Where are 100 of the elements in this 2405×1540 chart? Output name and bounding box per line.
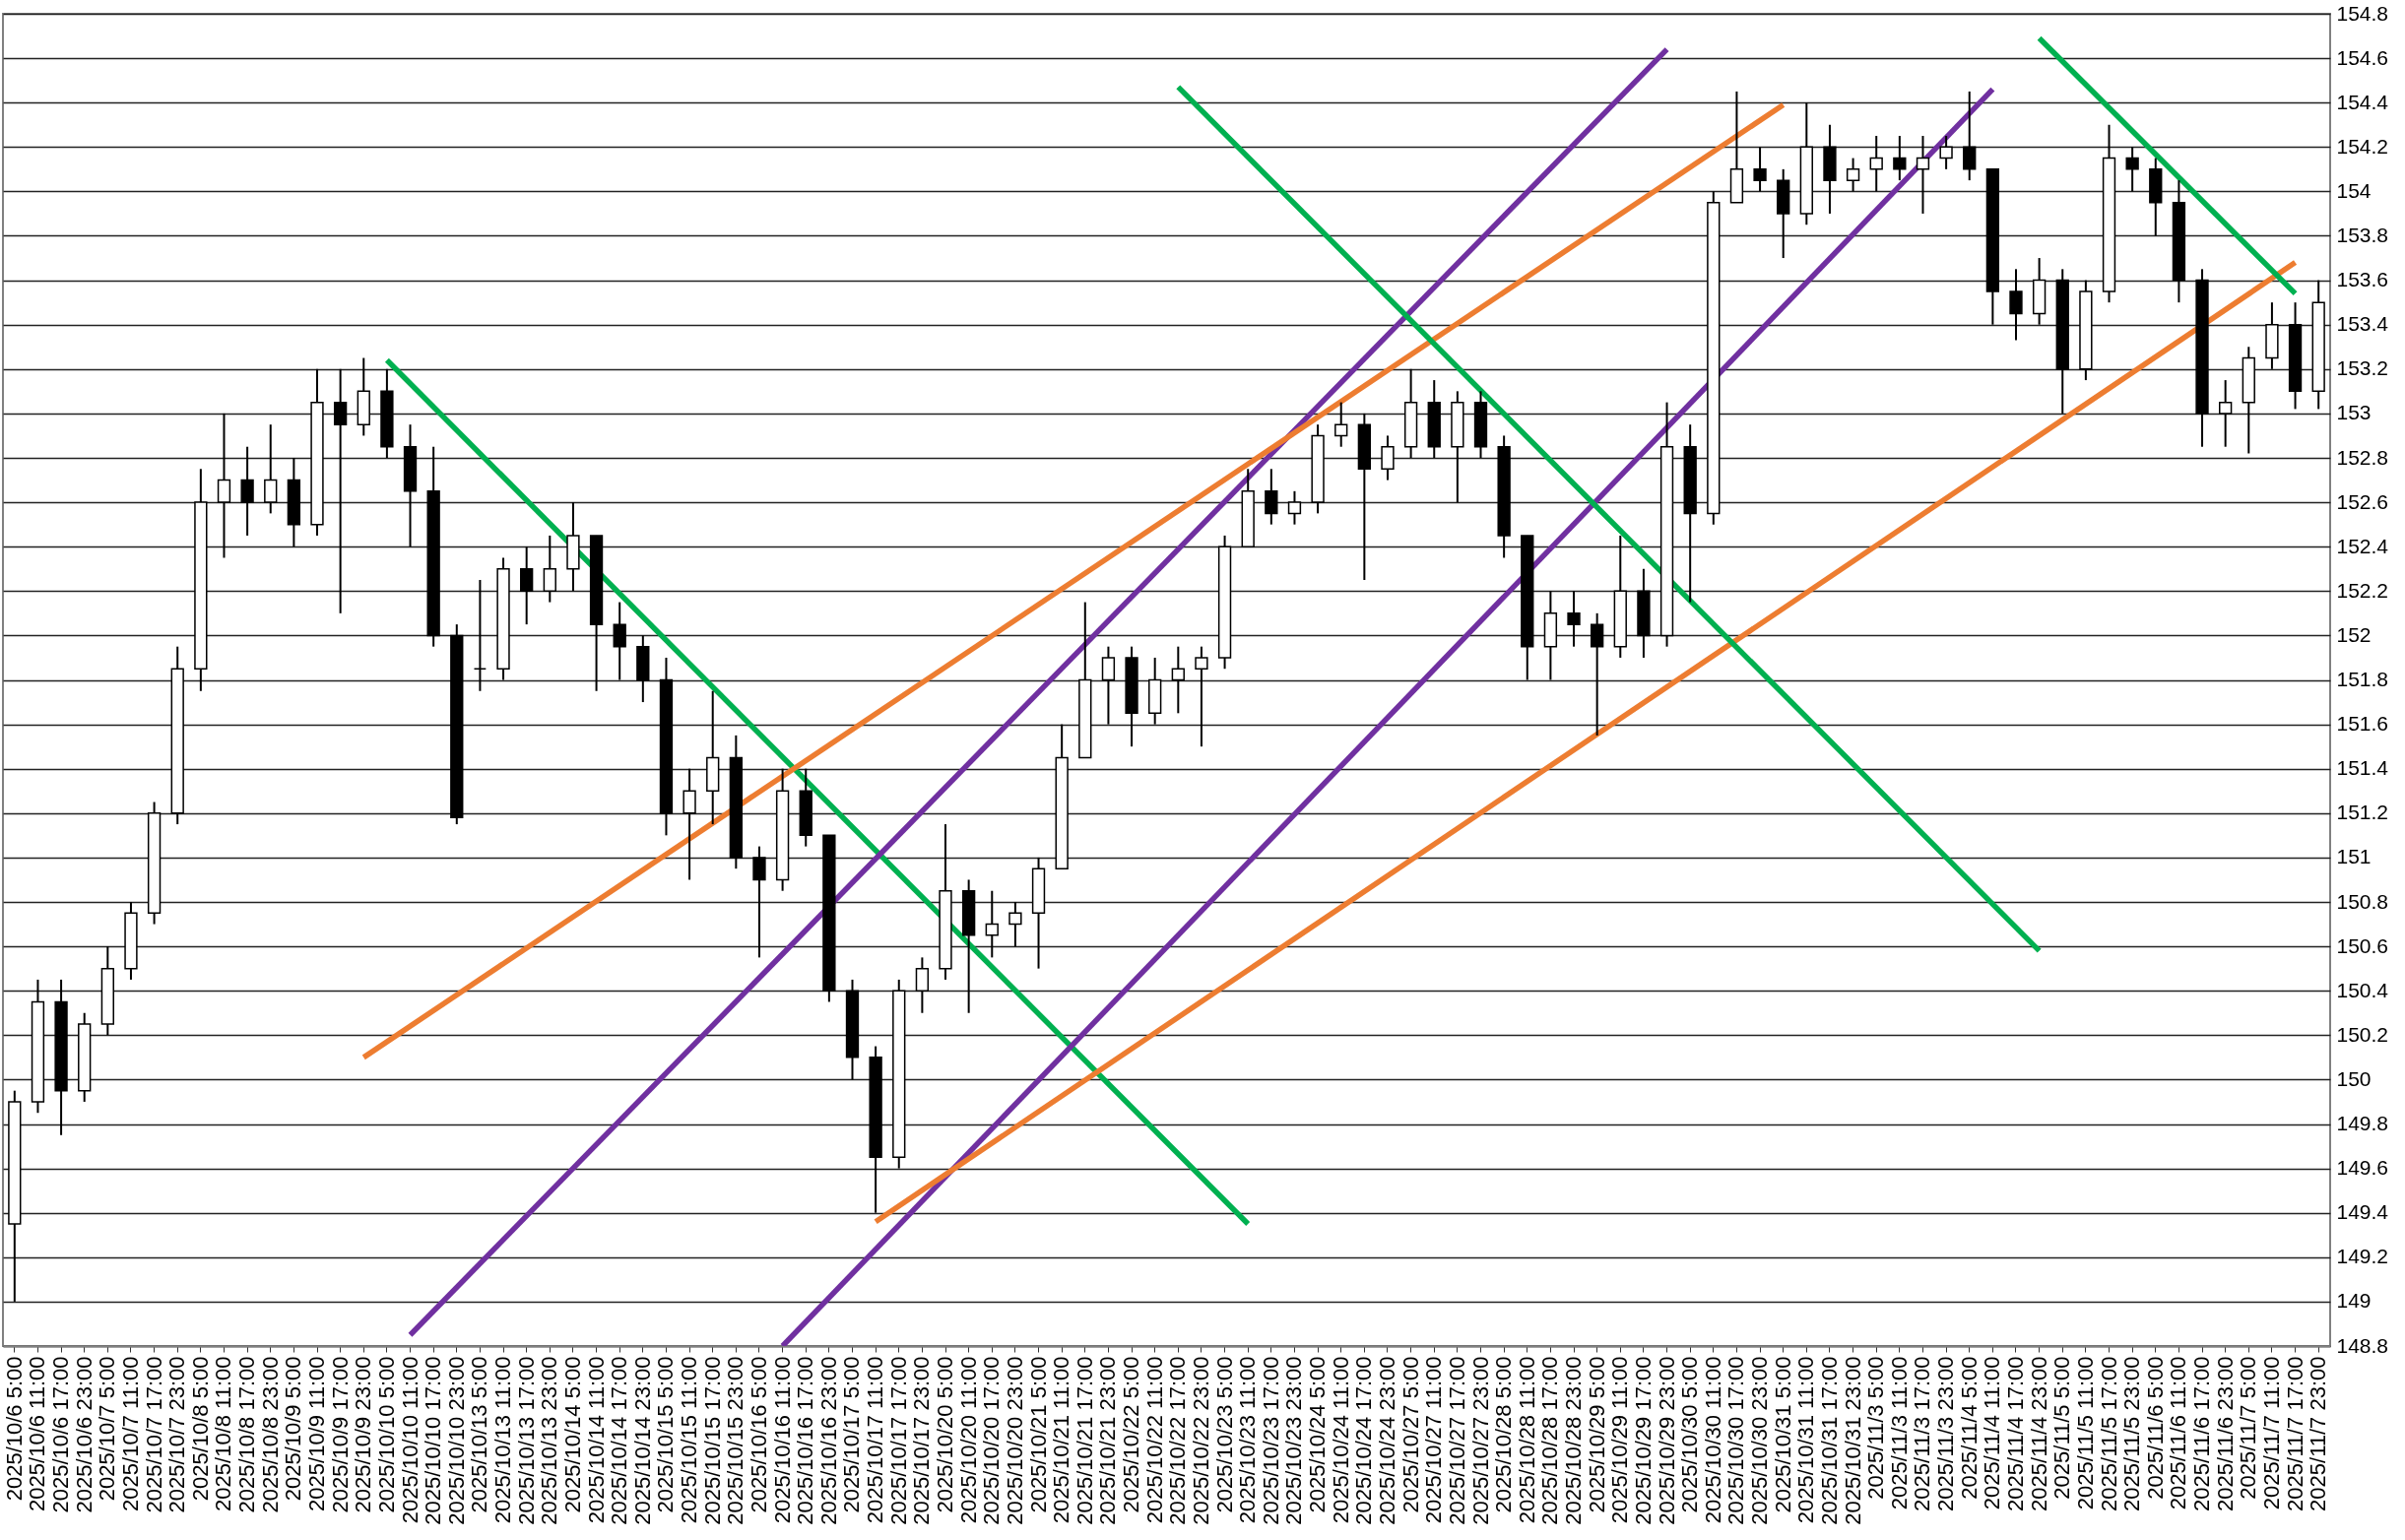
y-tick-label: 150.8 [2336, 889, 2389, 913]
x-tick-label: 2025/10/15 11:00 [677, 1356, 702, 1524]
x-tick-label: 2025/11/5 11:00 [2072, 1356, 2098, 1510]
x-tick-label: 2025/11/6 17:00 [2189, 1356, 2215, 1511]
x-tick-label: 2025/10/16 11:00 [769, 1356, 795, 1524]
x-tick-label: 2025/10/17 11:00 [863, 1356, 888, 1524]
x-tick-label: 2025/10/20 5:00 [933, 1356, 958, 1513]
x-tick-label: 2025/10/21 11:00 [1049, 1356, 1074, 1524]
x-tick-label: 2025/10/14 5:00 [559, 1356, 585, 1513]
candlestick [473, 579, 488, 692]
candlestick [915, 956, 930, 1014]
candlestick [985, 889, 999, 959]
candlestick [1939, 135, 1953, 170]
x-tick-label: 2025/10/21 17:00 [1072, 1356, 1097, 1525]
candlestick [1753, 146, 1767, 193]
x-tick-label: 2025/10/17 5:00 [839, 1356, 865, 1513]
y-tick-label: 153.2 [2336, 356, 2389, 380]
candlestick [752, 845, 766, 959]
x-tick-label: 2025/10/20 17:00 [979, 1356, 1005, 1525]
x-tick-label: 2025/11/3 11:00 [1886, 1356, 1912, 1510]
y-tick-label: 149.4 [2336, 1200, 2389, 1224]
y-tick-label: 153.6 [2336, 268, 2389, 291]
x-tick-label: 2025/10/30 5:00 [1677, 1356, 1703, 1513]
x-tick-label: 2025/10/6 23:00 [71, 1356, 97, 1513]
y-tick-label: 150.2 [2336, 1022, 2389, 1046]
y-tick-label: 154.4 [2336, 90, 2389, 113]
x-tick-label: 2025/10/6 5:00 [1, 1356, 27, 1502]
y-tick-label: 149.8 [2336, 1112, 2389, 1134]
x-tick-label: 2025/10/28 23:00 [1561, 1356, 1587, 1525]
candlestick [1869, 135, 1883, 193]
x-tick-label: 2025/10/20 11:00 [955, 1356, 981, 1524]
x-tick-label: 2025/11/5 23:00 [2119, 1356, 2145, 1511]
x-tick-label: 2025/10/15 5:00 [653, 1356, 679, 1513]
x-tick-label: 2025/10/23 17:00 [1258, 1356, 1283, 1525]
x-tick-label: 2025/11/7 23:00 [2306, 1356, 2331, 1511]
y-tick-label: 154.6 [2336, 45, 2389, 69]
y-tick-label: 151.6 [2336, 712, 2389, 736]
candlestick [1195, 645, 1208, 748]
x-tick-label: 2025/10/23 11:00 [1235, 1356, 1261, 1524]
x-tick-label: 2025/10/24 23:00 [1374, 1356, 1399, 1525]
x-tick-label: 2025/10/27 5:00 [1398, 1356, 1423, 1513]
x-tick-label: 2025/10/28 5:00 [1491, 1356, 1517, 1513]
y-tick-label: 152.8 [2336, 445, 2389, 469]
y-tick-label: 149.6 [2336, 1156, 2389, 1180]
x-tick-label: 2025/11/5 17:00 [2096, 1356, 2121, 1511]
y-tick-label: 152.6 [2336, 489, 2389, 513]
x-tick-label: 2025/10/17 23:00 [909, 1356, 935, 1525]
y-tick-label: 152 [2336, 622, 2372, 646]
x-tick-label: 2025/10/22 17:00 [1165, 1356, 1191, 1525]
x-tick-label: 2025/10/9 17:00 [327, 1356, 353, 1513]
x-tick-label: 2025/10/13 5:00 [467, 1356, 492, 1513]
candlestick [1381, 434, 1395, 481]
candlestick [1287, 489, 1302, 526]
candlestick [264, 423, 278, 515]
y-tick-label: 152.2 [2336, 578, 2389, 602]
candlestick [613, 601, 626, 681]
y-tick-label: 150 [2336, 1066, 2372, 1090]
x-tick-label: 2025/10/10 11:00 [397, 1356, 422, 1524]
y-tick-label: 151.4 [2336, 756, 2389, 780]
candlestick [2009, 268, 2023, 342]
y-tick-label: 153.4 [2336, 312, 2389, 336]
x-tick-label: 2025/10/29 5:00 [1584, 1356, 1609, 1513]
x-tick-label: 2025/10/8 5:00 [187, 1356, 213, 1502]
x-tick-label: 2025/11/7 17:00 [2282, 1356, 2308, 1511]
x-tick-label: 2025/10/9 23:00 [351, 1356, 376, 1513]
y-tick-label: 153.8 [2336, 224, 2389, 246]
x-tick-label: 2025/10/29 17:00 [1630, 1356, 1656, 1525]
x-tick-label: 2025/10/9 11:00 [304, 1356, 330, 1511]
x-tick-label: 2025/11/5 5:00 [2049, 1356, 2075, 1500]
x-tick-label: 2025/11/6 5:00 [2142, 1356, 2168, 1500]
x-tick-label: 2025/10/27 23:00 [1467, 1356, 1493, 1525]
x-tick-label: 2025/10/24 5:00 [1305, 1356, 1331, 1513]
y-tick-label: 151.8 [2336, 668, 2389, 690]
x-tick-label: 2025/10/31 23:00 [1840, 1356, 1865, 1525]
y-tick-label: 149.2 [2336, 1245, 2389, 1268]
x-tick-label: 2025/10/16 5:00 [746, 1356, 771, 1513]
x-tick-label: 2025/10/28 17:00 [1537, 1356, 1563, 1525]
candlestick [1101, 645, 1116, 726]
y-tick-label: 150.6 [2336, 933, 2389, 957]
y-tick-label: 151 [2336, 845, 2372, 868]
y-tick-label: 151.2 [2336, 801, 2389, 824]
x-tick-label: 2025/11/3 17:00 [1910, 1356, 1935, 1511]
x-tick-label: 2025/10/24 17:00 [1351, 1356, 1377, 1525]
x-tick-label: 2025/10/24 11:00 [1328, 1356, 1353, 1524]
x-tick-label: 2025/10/8 11:00 [211, 1356, 236, 1511]
x-tick-label: 2025/10/10 17:00 [421, 1356, 446, 1525]
x-tick-label: 2025/10/31 11:00 [1793, 1356, 1819, 1524]
x-tick-label: 2025/10/28 11:00 [1514, 1356, 1539, 1524]
x-tick-label: 2025/10/9 5:00 [281, 1356, 306, 1502]
x-tick-label: 2025/10/13 17:00 [513, 1356, 539, 1525]
candlestick [1008, 901, 1022, 948]
x-tick-label: 2025/10/14 11:00 [583, 1356, 609, 1524]
x-tick-label: 2025/10/7 17:00 [141, 1356, 166, 1513]
x-tick-label: 2025/10/29 11:00 [1607, 1356, 1633, 1524]
x-tick-label: 2025/11/4 5:00 [1956, 1356, 1982, 1500]
x-tick-label: 2025/10/31 5:00 [1770, 1356, 1795, 1513]
candlestick [1963, 90, 1977, 182]
x-tick-label: 2025/10/23 5:00 [1211, 1356, 1237, 1513]
candlestick [1893, 135, 1907, 182]
x-tick-label: 2025/10/15 17:00 [699, 1356, 725, 1525]
